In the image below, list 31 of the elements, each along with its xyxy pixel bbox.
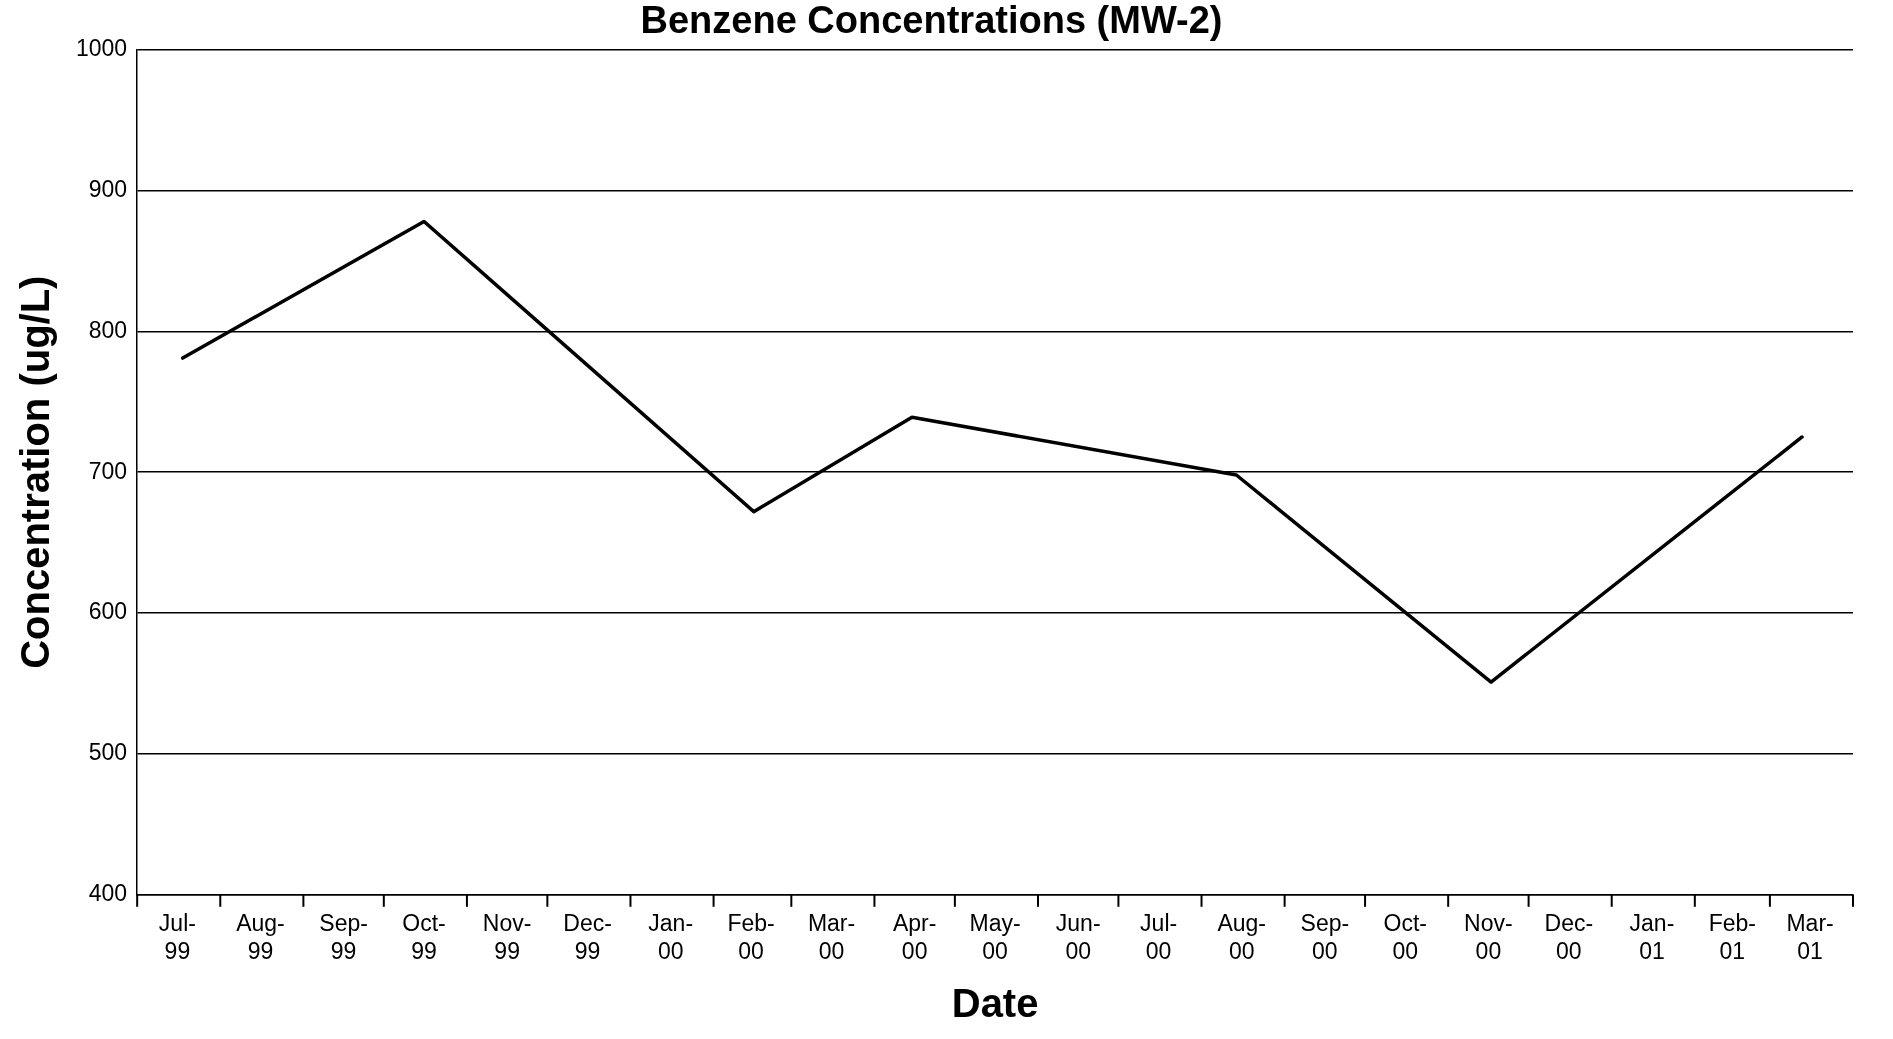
x-tick-label: Jan-01 <box>1629 909 1675 964</box>
x-tick-label: Oct-99 <box>402 909 446 964</box>
x-tick-label: May-00 <box>969 909 1021 964</box>
y-axis-title: Concentration (ug/L) <box>13 275 58 669</box>
x-tick-label: Sep-99 <box>319 909 368 964</box>
x-tick-label: Mar-01 <box>1786 909 1834 964</box>
x-tick-label: Nov-00 <box>1464 909 1513 964</box>
y-tick-label: 400 <box>88 880 128 907</box>
y-tick-label: 500 <box>88 739 128 766</box>
x-tick-label: Apr-00 <box>892 909 937 964</box>
x-tick-label: Jun-00 <box>1055 909 1101 964</box>
x-tick-label: Aug-99 <box>236 909 285 964</box>
x-tick-label: Feb-00 <box>727 909 775 964</box>
y-tick-label: 700 <box>88 457 128 484</box>
y-tick-label: 800 <box>88 316 128 343</box>
y-tick-label: 1000 <box>75 34 128 61</box>
x-tick-label: Aug-00 <box>1217 909 1267 964</box>
x-tick-label: Nov-99 <box>482 909 532 964</box>
y-tick-label: 600 <box>88 598 128 625</box>
x-tick-label: Jul-00 <box>1140 909 1178 964</box>
chart-title: Benzene Concentrations (MW-2) <box>640 0 1223 42</box>
x-tick-label: Jan-00 <box>648 909 694 964</box>
y-tick-label: 900 <box>88 175 128 202</box>
x-tick-label: Jul-99 <box>158 909 196 964</box>
x-tick-label: Dec-00 <box>1544 909 1594 964</box>
x-tick-label: Mar-00 <box>807 909 856 964</box>
x-axis-title: Date <box>951 981 1039 1026</box>
x-tick-label: Dec-99 <box>563 909 612 964</box>
x-tick-label: Oct-00 <box>1383 909 1427 964</box>
x-tick-label: Feb-01 <box>1708 909 1756 964</box>
x-tick-label: Sep-00 <box>1300 909 1350 964</box>
